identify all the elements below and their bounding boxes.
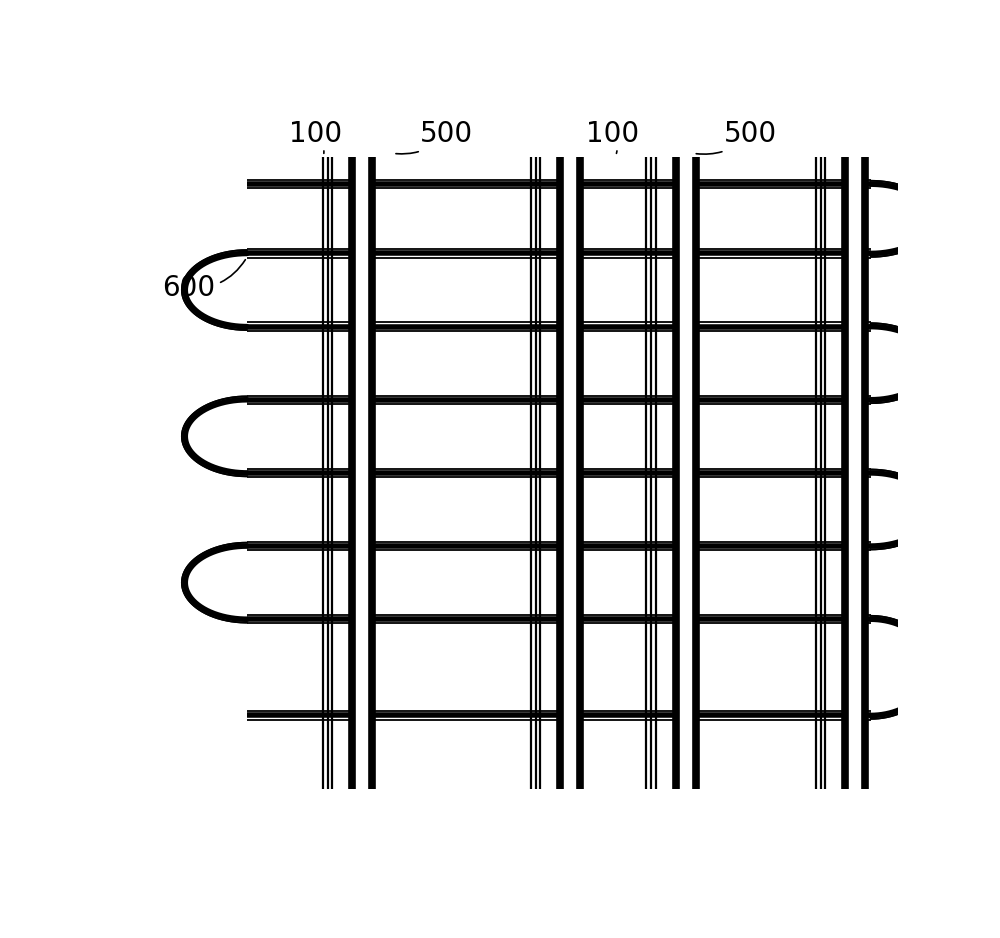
Bar [676,158,696,789]
Bar [560,158,580,789]
Bar [352,158,372,789]
Text: 100: 100 [586,120,639,154]
Text: 100: 100 [289,120,342,154]
Text: 500: 500 [696,120,777,154]
Bar [845,158,865,789]
Text: 500: 500 [396,120,473,154]
Text: 600: 600 [162,260,245,302]
